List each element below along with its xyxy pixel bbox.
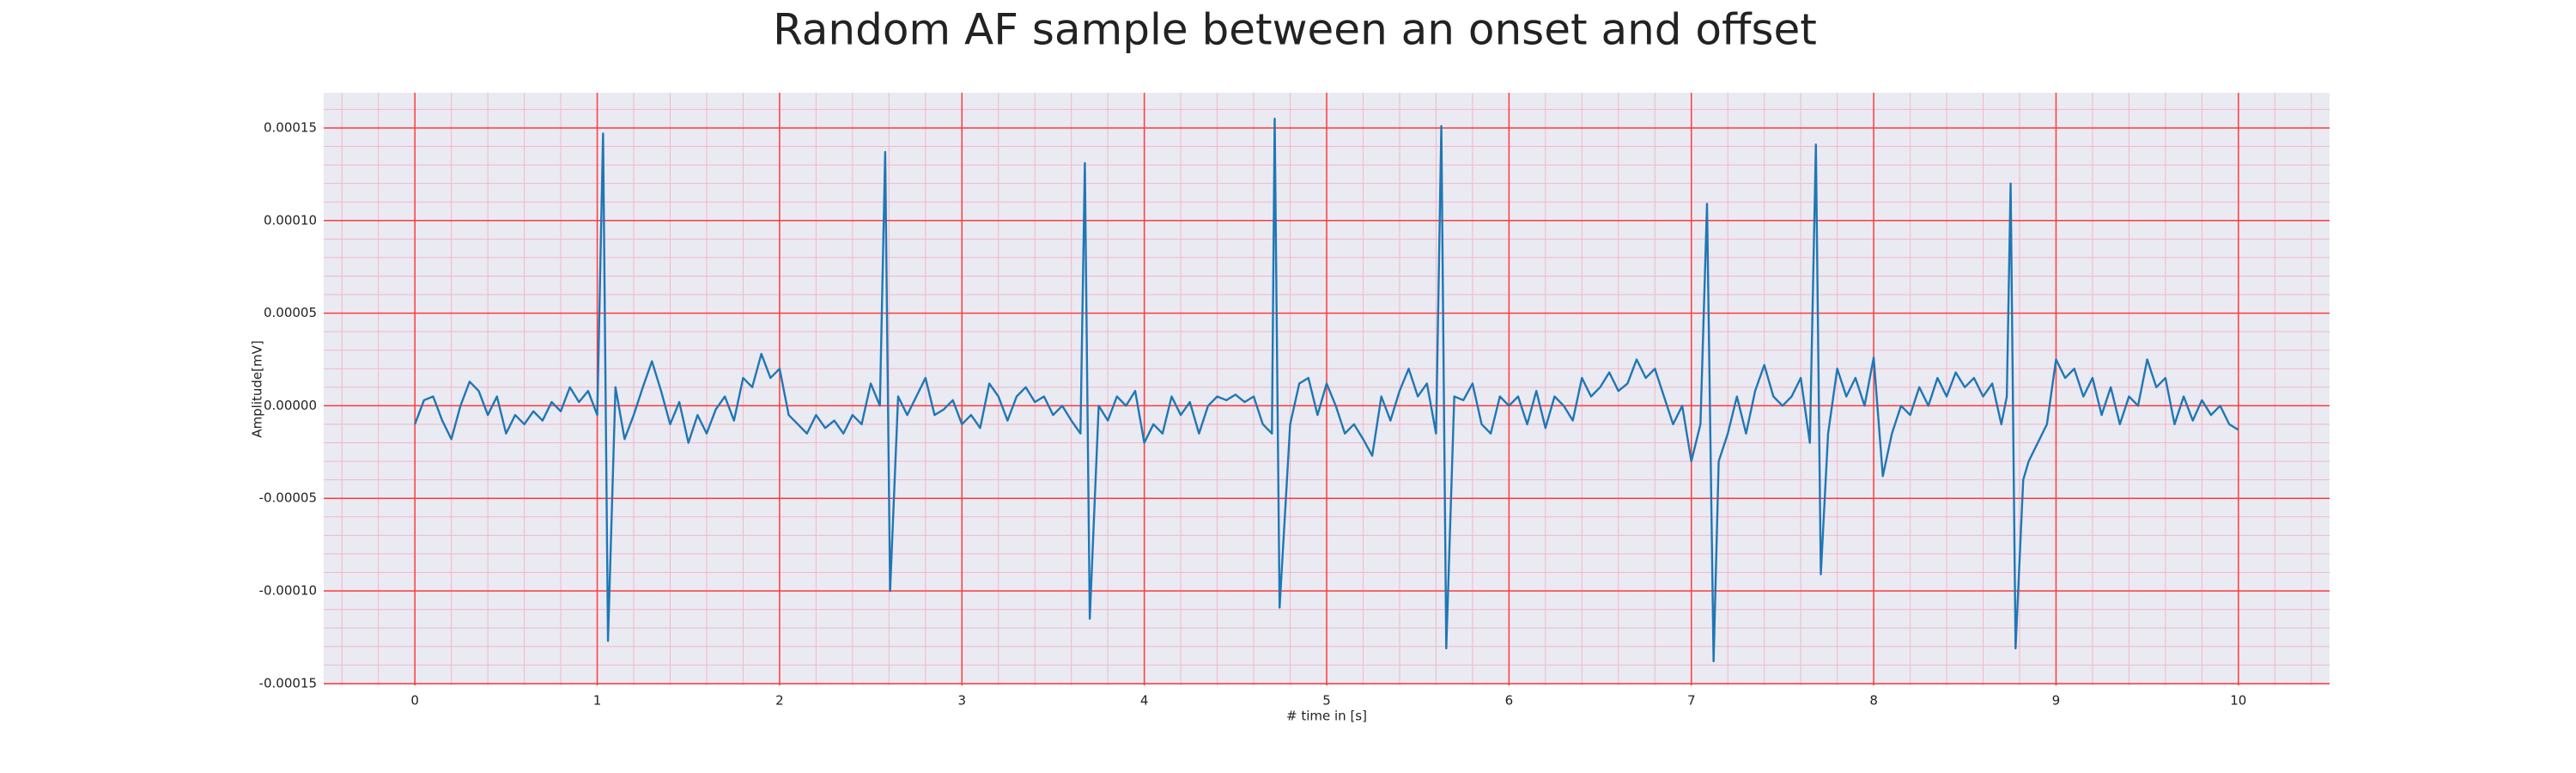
x-tick-label: 0 bbox=[410, 693, 419, 709]
x-tick-label: 4 bbox=[1140, 693, 1149, 709]
x-tick-label: 6 bbox=[1505, 693, 1514, 709]
x-tick-label: 7 bbox=[1687, 693, 1696, 709]
x-tick-label: 8 bbox=[1869, 693, 1878, 709]
x-tick-label: 5 bbox=[1322, 693, 1331, 709]
x-tick-label: 1 bbox=[593, 693, 602, 709]
x-tick-label: 2 bbox=[775, 693, 784, 709]
y-tick-label: -0.00010 bbox=[259, 583, 317, 599]
y-tick-label: 0.00000 bbox=[264, 398, 317, 413]
x-tick-label: 3 bbox=[957, 693, 966, 709]
x-tick-label: 9 bbox=[2052, 693, 2061, 709]
y-tick-label: 0.00005 bbox=[264, 305, 317, 320]
y-axis-label: Amplitude[mV] bbox=[250, 340, 265, 437]
chart-title: Random AF sample between an onset and of… bbox=[773, 5, 1817, 55]
data-line bbox=[414, 117, 2239, 663]
y-tick-label: -0.00005 bbox=[259, 490, 317, 506]
x-tick-label: 10 bbox=[2230, 693, 2246, 709]
y-tick-label: -0.00015 bbox=[259, 675, 317, 691]
y-tick-label: 0.00010 bbox=[264, 212, 317, 228]
y-tick-label: 0.00015 bbox=[264, 119, 317, 135]
x-axis-label: # time in [s] bbox=[1286, 709, 1367, 724]
